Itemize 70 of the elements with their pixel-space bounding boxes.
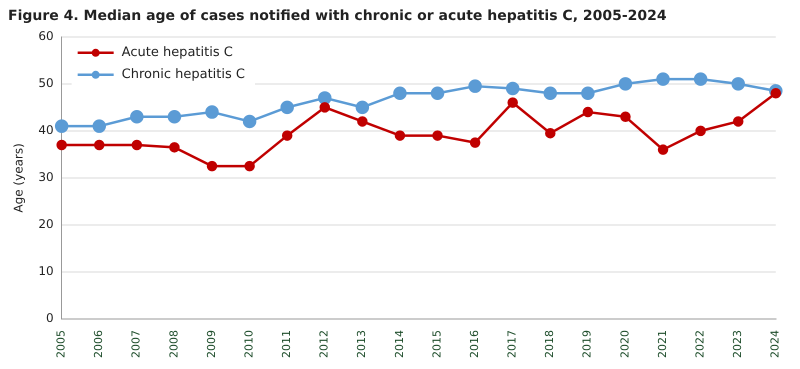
point [282, 130, 292, 141]
point [320, 102, 330, 113]
y-axis-title: Age (years) [11, 143, 26, 213]
y-tick-label: 30 [38, 170, 54, 184]
x-tick-label: 2006 [92, 330, 106, 358]
point [393, 86, 407, 100]
x-tick-label: 2021 [656, 330, 669, 358]
point [132, 140, 142, 150]
x-tick-label: 2009 [204, 330, 218, 358]
point [244, 160, 255, 172]
point [205, 105, 219, 119]
x-tick-label: 2024 [768, 330, 782, 358]
point [54, 119, 68, 133]
x-tick-label: 2005 [54, 330, 68, 358]
x-tick-label: 2023 [731, 330, 744, 358]
point [56, 140, 67, 150]
x-tick-label: 2018 [543, 330, 556, 358]
point [242, 114, 256, 128]
x-tick-label: 2015 [430, 330, 444, 358]
point [656, 72, 670, 86]
point [356, 100, 370, 114]
point [94, 140, 105, 150]
x-tick-label: 2022 [693, 330, 706, 358]
x-tick-label: 2012 [318, 330, 331, 358]
point [168, 110, 182, 124]
x-tick-label: 2013 [355, 330, 368, 358]
point [357, 116, 368, 127]
point [695, 126, 706, 136]
point [658, 144, 668, 155]
point [732, 116, 744, 127]
point [544, 86, 558, 100]
legend-label: Chronic hepatitis C [122, 67, 245, 82]
y-tick-label: 50 [38, 76, 54, 90]
y-tick-label: 0 [46, 311, 54, 326]
x-tick-label: 2011 [280, 330, 294, 358]
x-tick-label: 2016 [468, 330, 481, 358]
point [618, 77, 632, 91]
chart-title: Figure 4. Median age of cases notified with chronic or acute hepatitis C, 2005-2024 [8, 8, 667, 24]
point [506, 82, 520, 96]
y-tick-label: 20 [38, 217, 54, 232]
y-tick-label: 60 [38, 28, 54, 43]
x-tick-label: 2020 [618, 330, 632, 358]
point [545, 128, 556, 138]
point [582, 106, 594, 118]
x-tick-label: 2014 [392, 330, 406, 358]
point [280, 100, 294, 114]
point [507, 97, 518, 108]
x-tick-label: 2019 [580, 330, 594, 358]
y-tick-label: 10 [38, 264, 54, 278]
y-tick-label: 40 [38, 122, 54, 137]
x-tick-label: 2007 [130, 330, 143, 358]
point [620, 112, 631, 122]
x-tick-label: 2008 [167, 330, 180, 358]
point [581, 86, 595, 100]
point [394, 130, 406, 141]
x-tick-label: 2017 [506, 330, 519, 358]
legend-label: Acute hepatitis C [122, 45, 233, 60]
x-tick-label: 2010 [242, 330, 256, 358]
point [130, 110, 144, 124]
point [770, 88, 782, 98]
point [169, 142, 180, 153]
point [731, 77, 745, 91]
point [318, 91, 332, 105]
point [470, 137, 480, 148]
point [92, 119, 106, 133]
point [694, 72, 708, 86]
point [468, 79, 482, 93]
point [206, 160, 218, 172]
point [432, 130, 443, 141]
point [430, 86, 444, 100]
